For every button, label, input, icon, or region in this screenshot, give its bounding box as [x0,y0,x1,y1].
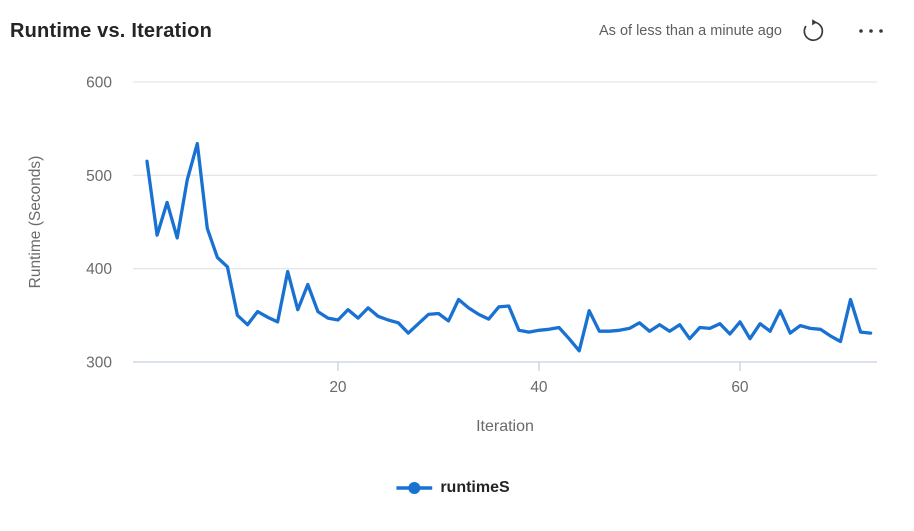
page-title: Runtime vs. Iteration [10,19,213,42]
x-tick-label: 60 [731,379,749,396]
x-tick-label: 20 [329,379,347,396]
y-tick-label: 400 [86,261,112,278]
freshness-text: As of less than a minute ago [599,23,782,39]
x-tick-label: 40 [530,379,548,396]
y-axis-title: Runtime (Seconds) [27,156,44,289]
more-options-button[interactable] [852,23,890,39]
y-tick-label: 500 [86,168,112,185]
refresh-button[interactable] [796,14,830,48]
line-chart[interactable]: 300 400 500 600 20 40 60 Iteration Runtime (Seco… [0,58,914,448]
y-tick-label: 600 [86,75,112,92]
ellipsis-icon [859,29,883,33]
legend-line-marker-icon [396,482,433,494]
chart-legend-item[interactable]: runtimeS [396,479,510,497]
refresh-icon [803,19,824,42]
series-line-runtimeS[interactable] [145,141,873,353]
x-axis-title: Iteration [476,418,534,435]
legend-label: runtimeS [440,479,510,496]
y-tick-label: 300 [86,355,112,372]
tile-header: Runtime vs. Iteration As of less than a … [0,0,914,52]
header-actions: As of less than a minute ago [599,14,890,48]
